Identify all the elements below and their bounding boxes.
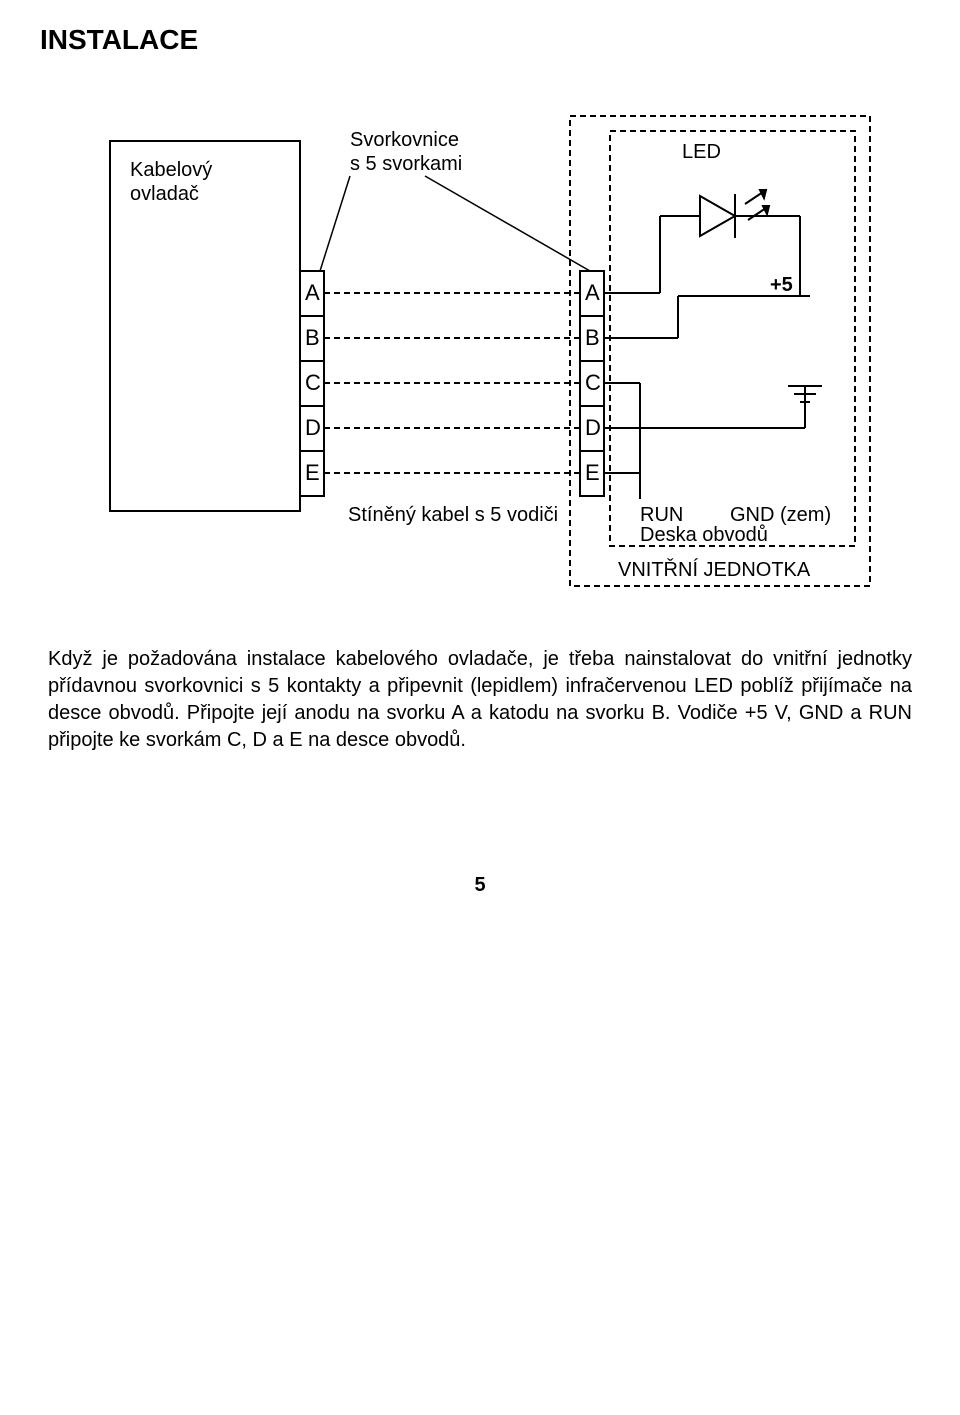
svg-text:Deska obvodů: Deska obvodů [640,524,768,546]
svg-text:RUN: RUN [640,504,683,526]
svg-text:LED: LED [682,141,721,163]
svg-text:E: E [585,460,600,485]
svg-text:A: A [585,280,600,305]
svg-text:E: E [305,460,320,485]
svg-text:+5: +5 [770,274,793,296]
svg-text:GND (zem): GND (zem) [730,504,831,526]
page-title: INSTALACE [40,24,920,56]
svg-text:Svorkovnices 5 svorkami: Svorkovnices 5 svorkami [350,129,462,175]
wiring-diagram: Kabelovýovladač AABBCCDDEE Svorkovnices … [70,86,890,606]
svg-text:B: B [585,325,600,350]
svg-text:D: D [585,415,601,440]
svg-text:C: C [585,370,601,395]
svg-text:A: A [305,280,320,305]
svg-text:Stíněný kabel s 5 vodiči: Stíněný kabel s 5 vodiči [348,504,558,526]
svg-text:VNITŘNÍ JEDNOTKA: VNITŘNÍ JEDNOTKA [618,558,811,581]
svg-text:B: B [305,325,320,350]
body-paragraph: Když je požadována instalace kabelového … [48,646,912,754]
diagram-container: Kabelovýovladač AABBCCDDEE Svorkovnices … [40,86,920,606]
page-number: 5 [40,874,920,897]
svg-text:C: C [305,370,321,395]
svg-text:D: D [305,415,321,440]
